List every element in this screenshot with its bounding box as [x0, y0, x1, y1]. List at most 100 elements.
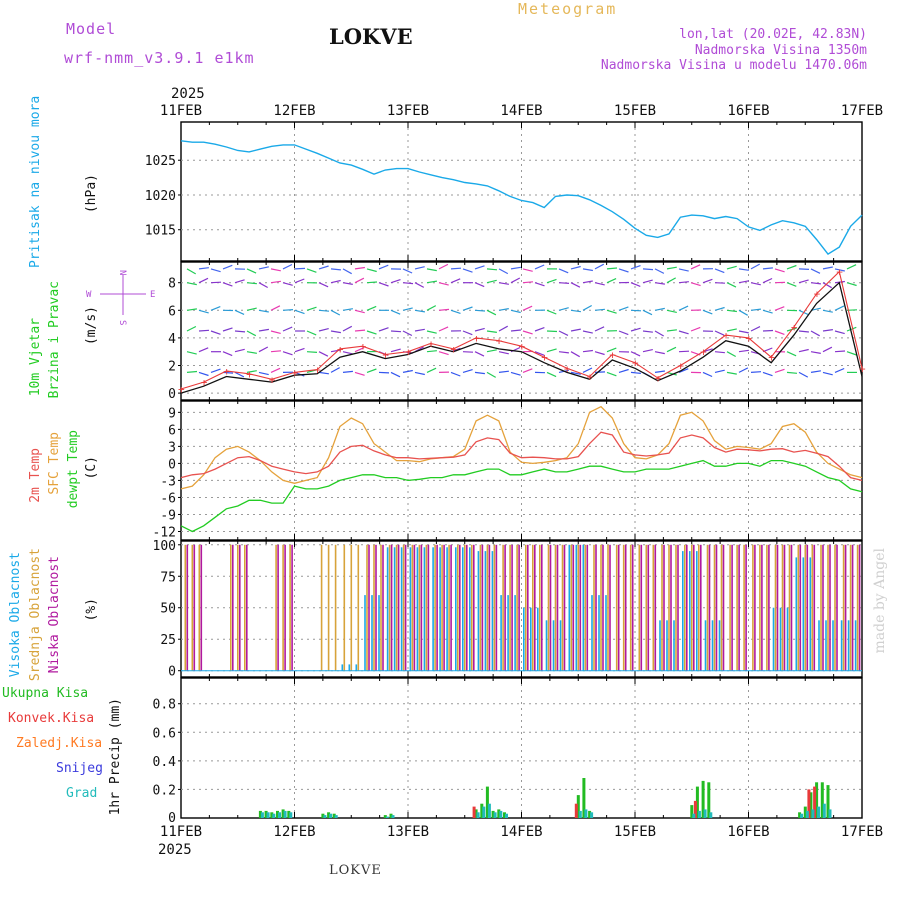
wind-barb — [486, 309, 497, 316]
wind-speed-line — [180, 281, 863, 394]
wind-barb — [270, 280, 281, 284]
wind-barb — [822, 309, 833, 313]
total-rain-bar — [690, 805, 694, 818]
hail-bar — [505, 813, 508, 818]
wind-barb — [186, 370, 198, 373]
wind-barb — [534, 264, 545, 270]
time-label-top: 16FEB — [727, 103, 769, 119]
pressure-ytick-label: 1025 — [145, 154, 176, 169]
wind-barb — [654, 282, 665, 285]
hail-bar — [493, 812, 497, 818]
wind-barb — [738, 349, 749, 353]
wind-barb — [666, 277, 676, 284]
time-label-bottom: 12FEB — [273, 824, 315, 840]
wind-barb — [834, 305, 845, 311]
hail-bar — [329, 813, 333, 818]
cloud-ytick-label: 100 — [153, 539, 176, 554]
wind-barb — [282, 309, 294, 311]
wind-barb — [654, 351, 665, 355]
wind-barb — [438, 308, 450, 311]
wind-barb — [666, 309, 677, 313]
compass-rose: N S W E — [86, 270, 155, 325]
total-rain-bar — [826, 785, 830, 818]
wind-barb — [690, 282, 701, 287]
wind-barb — [606, 278, 617, 284]
wind-barb — [654, 330, 664, 337]
wind-barb — [654, 268, 665, 274]
wind-barb — [306, 268, 317, 273]
hail-bar — [584, 809, 588, 818]
wind-barb — [606, 347, 617, 353]
wind-barb — [594, 371, 606, 373]
wind-barb — [486, 371, 496, 378]
time-label-bottom: 14FEB — [500, 824, 542, 840]
pressure-series-line — [180, 140, 863, 256]
wind-barb — [714, 330, 725, 336]
wind-barb — [390, 330, 402, 333]
wind-barb — [402, 369, 413, 373]
wind-barb — [258, 282, 268, 289]
wind-barb — [642, 330, 653, 333]
wind-barb — [198, 347, 209, 353]
wind-barb — [582, 280, 593, 284]
wind-barb — [354, 277, 365, 284]
wind-barb — [846, 351, 857, 356]
wind-barb — [426, 268, 437, 272]
wind-barb — [474, 265, 485, 270]
wind-barb — [402, 282, 414, 285]
hail-bar — [578, 810, 582, 818]
wind-barb — [726, 265, 737, 270]
time-label-top: 17FEB — [841, 103, 883, 119]
legend-conv-rain: Konvek.Kisa — [8, 711, 95, 726]
wind-gust-marker: + — [768, 351, 775, 364]
wind-barb — [762, 329, 774, 332]
wind-barb — [738, 268, 749, 271]
wind-barb — [234, 348, 245, 353]
hail-bar — [817, 806, 821, 818]
wind-barb — [414, 371, 425, 376]
wind-gust-marker: + — [723, 329, 730, 342]
conv-rain-bar — [574, 803, 578, 818]
total-rain-bar — [809, 792, 813, 818]
wind-barb — [354, 347, 365, 353]
wind-barb — [678, 350, 690, 353]
wind-barb — [570, 351, 580, 358]
wind-barb — [366, 330, 377, 335]
wind-barb — [354, 309, 365, 314]
wind-gust-marker: + — [223, 365, 230, 378]
wind-barb — [702, 309, 713, 315]
hail-bar — [260, 812, 264, 818]
time-label-top: 14FEB — [500, 103, 542, 119]
wind-ytick-label: 4 — [168, 332, 176, 347]
model-label: Model — [66, 20, 117, 38]
wind-gust-marker: + — [632, 357, 639, 370]
wind-gust-marker: + — [587, 371, 594, 384]
wind-barb — [246, 268, 257, 274]
wind-barb — [222, 327, 233, 332]
conv-rain-bar — [693, 800, 697, 818]
time-label-bottom: 17FEB — [841, 824, 883, 840]
wind-barb — [798, 279, 809, 284]
wind-barb — [522, 330, 533, 335]
time-label-top: 13FEB — [387, 103, 429, 119]
wind-barb — [642, 268, 654, 271]
wind-barb — [666, 329, 677, 332]
wind-barb — [726, 371, 737, 375]
wind-barb — [342, 325, 353, 332]
wind-barb — [834, 280, 845, 284]
wind-ytick-label: 2 — [168, 360, 176, 375]
wind-barb — [570, 328, 581, 332]
wind-barb — [378, 282, 389, 287]
wind-gust-marker: + — [178, 383, 185, 396]
wind-barb — [426, 330, 437, 334]
model-name: wrf-nmm_v3.9.1 e1km — [64, 49, 255, 67]
wind-barb — [414, 282, 425, 288]
wind-barb — [630, 327, 641, 332]
wind-barb — [726, 309, 737, 313]
wind-barb — [810, 351, 821, 354]
wind-gust-line — [180, 270, 863, 390]
wind-barb — [390, 279, 401, 284]
wind-barb — [330, 279, 341, 284]
time-label-bottom: 16FEB — [727, 824, 769, 840]
wind-gust-marker: + — [859, 362, 866, 375]
